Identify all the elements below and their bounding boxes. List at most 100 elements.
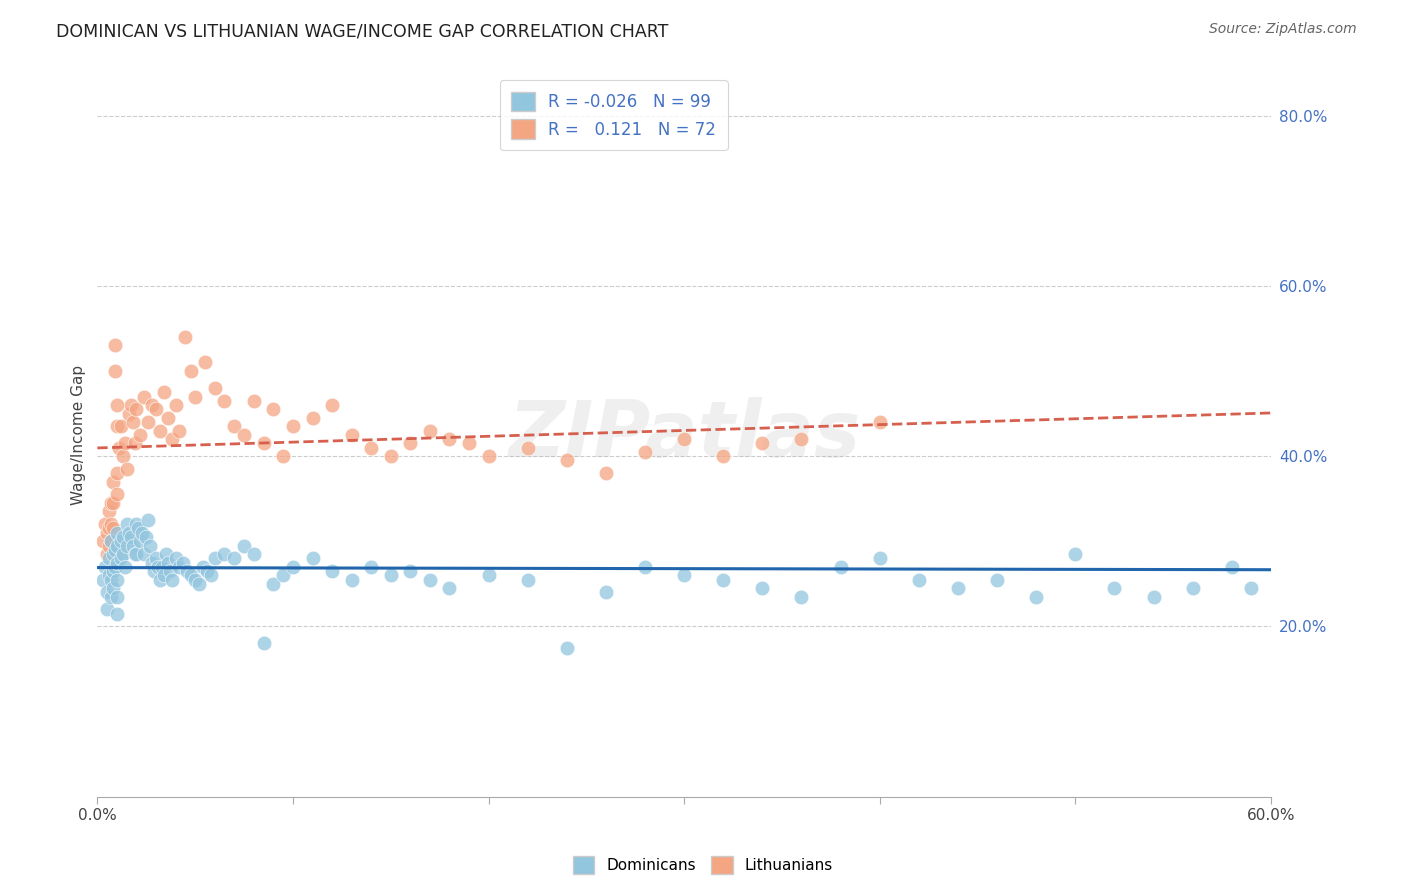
Point (110, 419, 132, 434)
Point (100, 534, 122, 549)
Point (340, 573, 363, 587)
Point (180, 568, 202, 582)
Point (1064, 547, 1087, 561)
Legend: R = -0.026   N = 99, R =   0.121   N = 72: R = -0.026 N = 99, R = 0.121 N = 72 (499, 80, 728, 151)
Point (101, 496, 124, 510)
Point (120, 398, 142, 412)
Point (141, 398, 163, 412)
Point (104, 338, 127, 352)
Point (100, 590, 122, 604)
Point (117, 525, 139, 540)
Point (127, 521, 149, 535)
Point (360, 559, 382, 574)
Point (176, 564, 198, 578)
Point (115, 539, 138, 553)
Point (98, 539, 121, 553)
Point (1025, 590, 1047, 604)
Point (91, 534, 114, 549)
Point (96, 585, 118, 599)
Point (200, 568, 222, 582)
Point (91, 573, 114, 587)
Legend: Dominicans, Lithuanians: Dominicans, Lithuanians (567, 850, 839, 880)
Point (271, 449, 294, 463)
Text: Source: ZipAtlas.com: Source: ZipAtlas.com (1209, 22, 1357, 37)
Point (634, 559, 657, 574)
Point (986, 573, 1008, 587)
Point (195, 564, 218, 578)
Point (301, 551, 323, 566)
Point (233, 539, 256, 553)
Point (419, 424, 441, 438)
Point (100, 573, 122, 587)
Point (117, 407, 139, 421)
Point (121, 539, 143, 553)
Point (214, 393, 236, 408)
Point (104, 364, 127, 378)
Point (262, 402, 284, 417)
Point (155, 547, 177, 561)
Point (252, 636, 274, 650)
Point (458, 436, 481, 450)
Point (194, 355, 217, 369)
Point (946, 581, 969, 595)
Point (146, 559, 169, 574)
Point (114, 559, 136, 574)
Point (516, 573, 538, 587)
Point (120, 530, 142, 544)
Point (673, 568, 696, 582)
Point (110, 551, 132, 566)
Point (135, 530, 157, 544)
Point (204, 551, 226, 566)
Point (224, 419, 246, 434)
Point (188, 577, 211, 591)
Text: ZIPatlas: ZIPatlas (508, 397, 860, 473)
Point (281, 419, 304, 434)
Point (711, 449, 734, 463)
Point (1181, 581, 1204, 595)
Point (105, 419, 128, 434)
Point (399, 436, 422, 450)
Point (156, 556, 179, 570)
Point (105, 556, 128, 570)
Point (105, 525, 128, 540)
Point (129, 427, 152, 442)
Point (108, 441, 131, 455)
Point (165, 551, 187, 566)
Point (104, 559, 127, 574)
Point (125, 517, 148, 532)
Point (419, 573, 441, 587)
Point (121, 415, 143, 429)
Point (96, 525, 118, 540)
Point (134, 390, 156, 404)
Point (380, 568, 402, 582)
Point (94, 517, 117, 532)
Point (105, 398, 128, 412)
Point (169, 424, 191, 438)
Point (169, 559, 191, 574)
Point (111, 547, 134, 561)
Point (110, 534, 132, 549)
Point (129, 534, 152, 549)
Point (204, 381, 226, 395)
Point (98, 521, 121, 535)
Point (105, 590, 128, 604)
Point (98, 551, 121, 566)
Point (184, 390, 207, 404)
Point (145, 402, 167, 417)
Point (243, 547, 266, 561)
Point (1104, 581, 1126, 595)
Point (1220, 559, 1243, 574)
Point (172, 556, 194, 570)
Point (595, 466, 617, 480)
Point (790, 590, 813, 604)
Point (180, 364, 202, 378)
Point (101, 521, 124, 535)
Point (100, 534, 122, 549)
Point (125, 547, 148, 561)
Point (555, 453, 578, 467)
Point (94, 559, 117, 574)
Point (145, 551, 167, 566)
Point (101, 475, 124, 489)
Point (1240, 581, 1263, 595)
Point (105, 573, 128, 587)
